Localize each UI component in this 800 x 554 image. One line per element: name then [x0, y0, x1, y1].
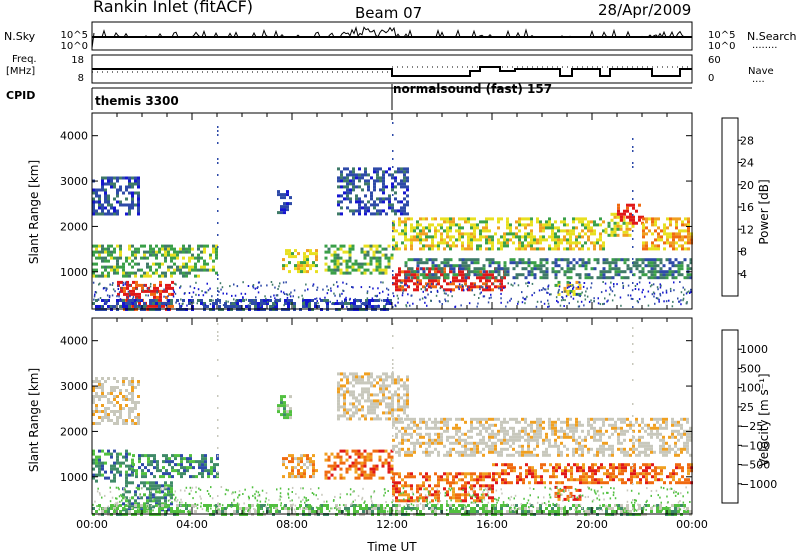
- echo-band-0: [92, 176, 140, 216]
- velocity-colorbar-label: Velocity [m s⁻¹]: [757, 373, 771, 466]
- velocity-panel: 1000 2000 3000 4000 00:00 04:00 08:00 12:00 16:0…: [60, 317, 777, 531]
- freq-trace: [92, 66, 692, 77]
- nave-dots: ....: [752, 74, 765, 85]
- echo-band-4: [277, 395, 292, 420]
- echo-band-9: [404, 258, 693, 280]
- freq-top-tick: 18: [71, 55, 84, 66]
- vertical-streaks: [217, 323, 634, 509]
- echo-band-11: [554, 485, 582, 501]
- echo-band-3: [277, 190, 292, 215]
- power-panel-ylabel: Slant Range [km]: [27, 160, 41, 264]
- cpid-label-themis: themis 3300: [95, 94, 179, 108]
- colorbar-tick-label: −25: [740, 420, 763, 433]
- colorbar-tick-label: −1000: [740, 478, 777, 491]
- colorbar-tick-label: 28: [740, 134, 754, 147]
- ytick-label: 4000: [60, 335, 88, 348]
- nsearch-dots: ........: [752, 40, 777, 51]
- echo-band-10: [492, 463, 693, 485]
- xtick-label: 16:00: [476, 518, 508, 531]
- freq-unit-label: [MHz]: [6, 66, 35, 77]
- nave-bottom-tick: 0: [708, 73, 714, 84]
- xtick-label: 04:00: [176, 518, 208, 531]
- colorbar-tick-label: 12: [740, 223, 754, 236]
- echo-band-1: [92, 449, 134, 483]
- nsearch-bottom-tick: 10^0: [708, 41, 735, 52]
- colorbar-tick-label: −100: [740, 439, 770, 452]
- ytick-label: 3000: [60, 380, 88, 393]
- power-colorbar-label: Power [dB]: [757, 179, 771, 244]
- colorbar-tick-label: 500: [740, 362, 761, 375]
- nsky-top-tick: 10^5: [61, 30, 88, 41]
- vel-colorbar: 1000 500 100 25 −25 −100 −500 −1000: [721, 329, 777, 504]
- echo-band-1: [92, 244, 218, 278]
- beam-label: Beam 07: [355, 4, 422, 22]
- cpid-label-normalsound: normalsound (fast) 157: [393, 82, 552, 96]
- date-label: 28/Apr/2009: [598, 1, 691, 19]
- nave-top-tick: 60: [708, 55, 721, 66]
- echo-band-5: [282, 454, 318, 479]
- freq-bottom-tick: 8: [78, 73, 84, 84]
- echo-band-9: [392, 472, 494, 503]
- vertical-streaks: [217, 122, 634, 308]
- echo-band-6: [337, 167, 409, 216]
- nsearch-label: N.Search: [747, 30, 797, 43]
- colorbar-tick-label: 24: [740, 157, 754, 170]
- time-axis-label: Time UT: [366, 540, 417, 554]
- colorbar-frame: [721, 329, 739, 504]
- echo-band-2: [132, 454, 219, 479]
- colorbar-tick-label: 16: [740, 201, 754, 214]
- echo-band-3: [122, 481, 173, 512]
- xtick-label: 20:00: [576, 518, 608, 531]
- xtick-label: 12:00: [376, 518, 408, 531]
- echo-band-4: [282, 249, 318, 274]
- echo-band-8: [392, 417, 692, 457]
- xtick-label: 00:00: [676, 518, 708, 531]
- colorbar-tick-label: 20: [740, 179, 754, 192]
- echo-band-7: [337, 372, 409, 421]
- echo-band-6: [324, 449, 394, 480]
- echo-band-8: [392, 217, 605, 251]
- ytick-label: 1000: [60, 471, 88, 484]
- colorbar-tick-label: 25: [740, 401, 754, 414]
- nsky-start-spike: [91, 32, 95, 49]
- echo-band-11: [617, 203, 644, 225]
- echo-band-12: [642, 217, 693, 251]
- nsearch-top-tick: 10^5: [708, 30, 735, 41]
- echo-band-5: [324, 244, 394, 275]
- xtick-label: 08:00: [276, 518, 308, 531]
- power-colorbar: 28 24 20 16 12 8 4: [721, 117, 754, 297]
- colorbar-tick-label: 4: [740, 268, 747, 281]
- xtick-label: 00:00: [76, 518, 108, 531]
- velocity-panel-ylabel: Slant Range [km]: [27, 368, 41, 472]
- ytick-label: 2000: [60, 425, 88, 438]
- freq-label: Freq.: [12, 54, 37, 65]
- colorbar-frame: [721, 117, 739, 297]
- echo-band-0: [92, 377, 140, 425]
- ground-scatter: [92, 486, 691, 513]
- ytick-label: 3000: [60, 175, 88, 188]
- power-panel: 1000 2000 3000 4000 28 24 20 16 12 8 4: [60, 112, 754, 311]
- ytick-label: 1000: [60, 266, 88, 279]
- nave-label: Nave: [748, 66, 774, 77]
- colorbar-tick-label: 1000: [740, 343, 768, 356]
- colorbar-tick-label: 100: [740, 382, 761, 395]
- colorbar-tick-label: −500: [740, 459, 770, 472]
- ground-scatter: [92, 281, 692, 308]
- ytick-label: 4000: [60, 130, 88, 143]
- colorbar-tick-label: 8: [740, 246, 747, 259]
- nsky-label: N.Sky: [4, 30, 36, 43]
- plot-title: Rankin Inlet (fitACF): [93, 0, 253, 16]
- ytick-label: 2000: [60, 220, 88, 233]
- cpid-label: CPID: [6, 89, 35, 102]
- nsky-bottom-tick: 10^0: [61, 41, 88, 52]
